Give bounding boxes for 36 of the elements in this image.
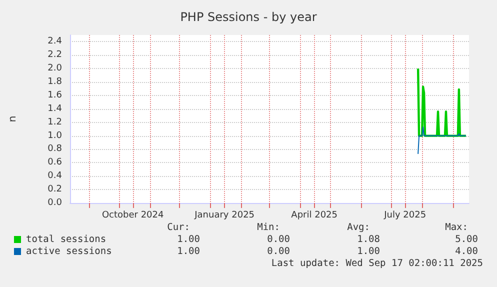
text: Min: <box>257 222 280 234</box>
x-tick-label: April 2025 <box>291 210 338 220</box>
line-series <box>418 126 466 154</box>
y-tick-label: 2.4 <box>48 36 62 47</box>
x-tick-label: January 2025 <box>194 210 255 220</box>
y-tick-label: 1.4 <box>48 104 62 114</box>
y-tick-label: 0.8 <box>48 144 62 154</box>
text: 1.08 <box>357 234 380 246</box>
text: 0.00 <box>267 234 290 246</box>
y-tick-label: 1.6 <box>48 90 62 100</box>
legend-label: total sessions <box>26 234 106 246</box>
x-tick-label: July 2025 <box>383 210 426 220</box>
text: Last update: Wed Sep 17 02:00:11 2025 <box>271 258 483 270</box>
text: 5.00 <box>455 234 478 246</box>
text: Max: <box>445 222 468 234</box>
y-tick-label: 0.0 <box>48 198 62 208</box>
x-tick-label: October 2024 <box>102 210 164 220</box>
legend-label: active sessions <box>26 246 112 258</box>
chart-title: PHP Sessions - by year <box>180 10 317 24</box>
y-tick-label: 2.2 <box>48 50 62 60</box>
y-tick-label: 2.0 <box>48 64 62 74</box>
y-tick-label: 0.2 <box>48 184 62 195</box>
y-tick-label: 0.6 <box>48 158 62 168</box>
y-tick-label: 1.8 <box>48 77 62 88</box>
y-tick-label: 1.2 <box>48 117 62 128</box>
y-tick-label: 1.0 <box>48 130 62 141</box>
y-tick-label: 0.4 <box>48 171 62 182</box>
y-axis-title: n <box>8 116 18 122</box>
line-series <box>416 68 468 137</box>
text: 4.00 <box>455 246 478 258</box>
text: 1.00 <box>177 246 200 258</box>
text: Cur: <box>167 222 190 234</box>
text: 1.00 <box>357 246 380 258</box>
text: 0.00 <box>267 246 290 258</box>
text: Avg: <box>347 222 370 234</box>
text: 1.00 <box>177 234 200 246</box>
